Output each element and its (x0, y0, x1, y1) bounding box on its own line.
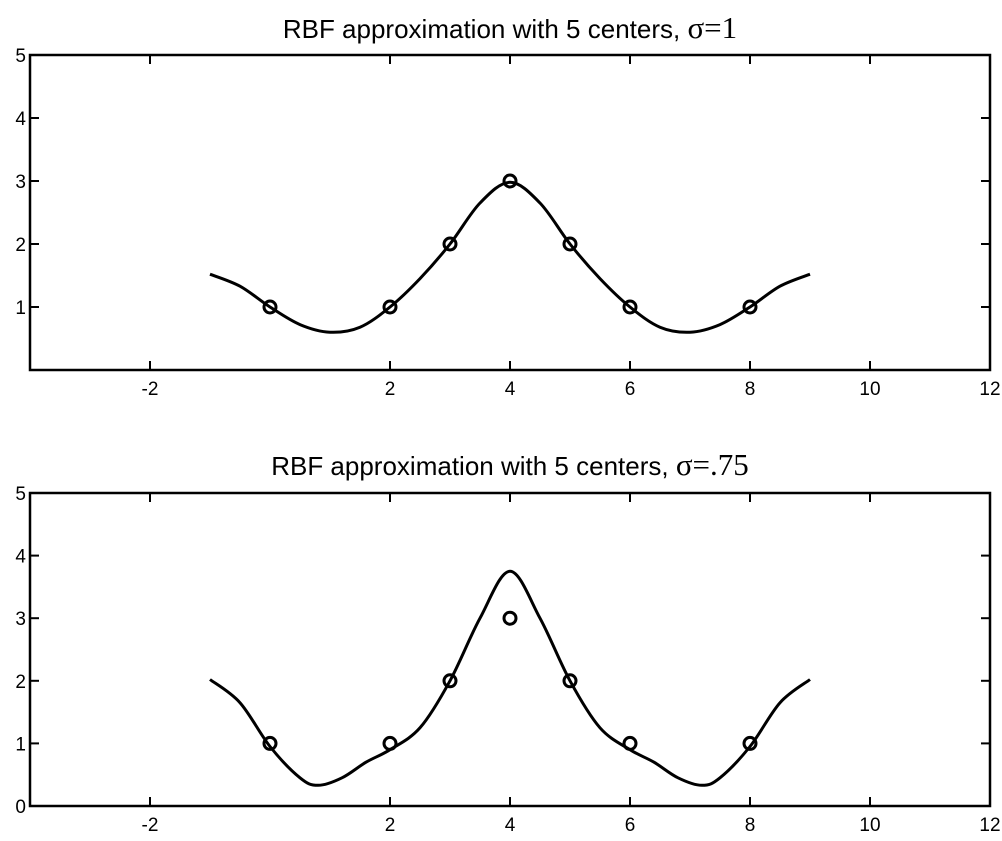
axes-frame (28, 53, 992, 372)
y-tick-label: 2 (15, 235, 26, 256)
rbf-curve (209, 180, 811, 334)
y-tick-label: 1 (15, 298, 26, 319)
rbf-curve (209, 569, 811, 787)
axes-frame (28, 491, 992, 808)
x-tick-label: 8 (745, 815, 756, 836)
data-point-marker (562, 236, 578, 252)
data-point-marker (622, 299, 638, 315)
y-tick-label: 2 (15, 672, 26, 693)
x-tick-label: 4 (505, 815, 516, 836)
bottom-plot-panel: RBF approximation with 5 centers, σ=.75 -… (15, 447, 1000, 836)
data-point-marker (622, 735, 638, 751)
chart-title-text: RBF approximation with 5 centers, (283, 14, 688, 44)
data-point-marker (382, 735, 398, 751)
x-tick-label: 4 (505, 379, 516, 400)
y-tick-label: 0 (15, 797, 26, 818)
data-point-marker (562, 673, 578, 689)
chart-title-sigma: σ=1 (687, 10, 737, 45)
data-point-marker (742, 735, 758, 751)
chart-title: RBF approximation with 5 centers, σ=1 (283, 10, 737, 45)
y-tick-label: 5 (15, 484, 26, 505)
data-point-marker (442, 673, 458, 689)
x-tick-label: 12 (979, 379, 1000, 400)
data-point-marker (502, 173, 518, 189)
data-point-marker (502, 610, 518, 626)
x-tick-label: -2 (142, 815, 159, 836)
x-tick-label: 6 (625, 379, 636, 400)
x-tick-label: 2 (385, 815, 396, 836)
x-tick-label: 10 (859, 379, 880, 400)
x-tick-label: -2 (142, 379, 159, 400)
y-tick-label: 1 (15, 734, 26, 755)
x-tick-label: 10 (859, 815, 880, 836)
data-point-marker (742, 299, 758, 315)
x-tick-label: 12 (979, 815, 1000, 836)
y-tick-label: 4 (15, 109, 26, 130)
y-tick-label: 5 (15, 46, 26, 67)
chart-title-text: RBF approximation with 5 centers, (271, 451, 676, 481)
data-point-marker (442, 236, 458, 252)
y-tick-label: 3 (15, 609, 26, 630)
y-tick-label: 3 (15, 172, 26, 193)
data-point-marker (262, 735, 278, 751)
chart-title: RBF approximation with 5 centers, σ=.75 (271, 447, 749, 482)
data-point-marker (262, 299, 278, 315)
top-plot-panel: RBF approximation with 5 centers, σ=1 -2 2… (15, 10, 1000, 400)
x-tick-label: 8 (745, 379, 756, 400)
chart-title-sigma: σ=.75 (676, 447, 749, 482)
y-tick-label: 4 (15, 547, 26, 568)
x-tick-label: 2 (385, 379, 396, 400)
x-tick-label: 6 (625, 815, 636, 836)
data-point-marker (382, 299, 398, 315)
